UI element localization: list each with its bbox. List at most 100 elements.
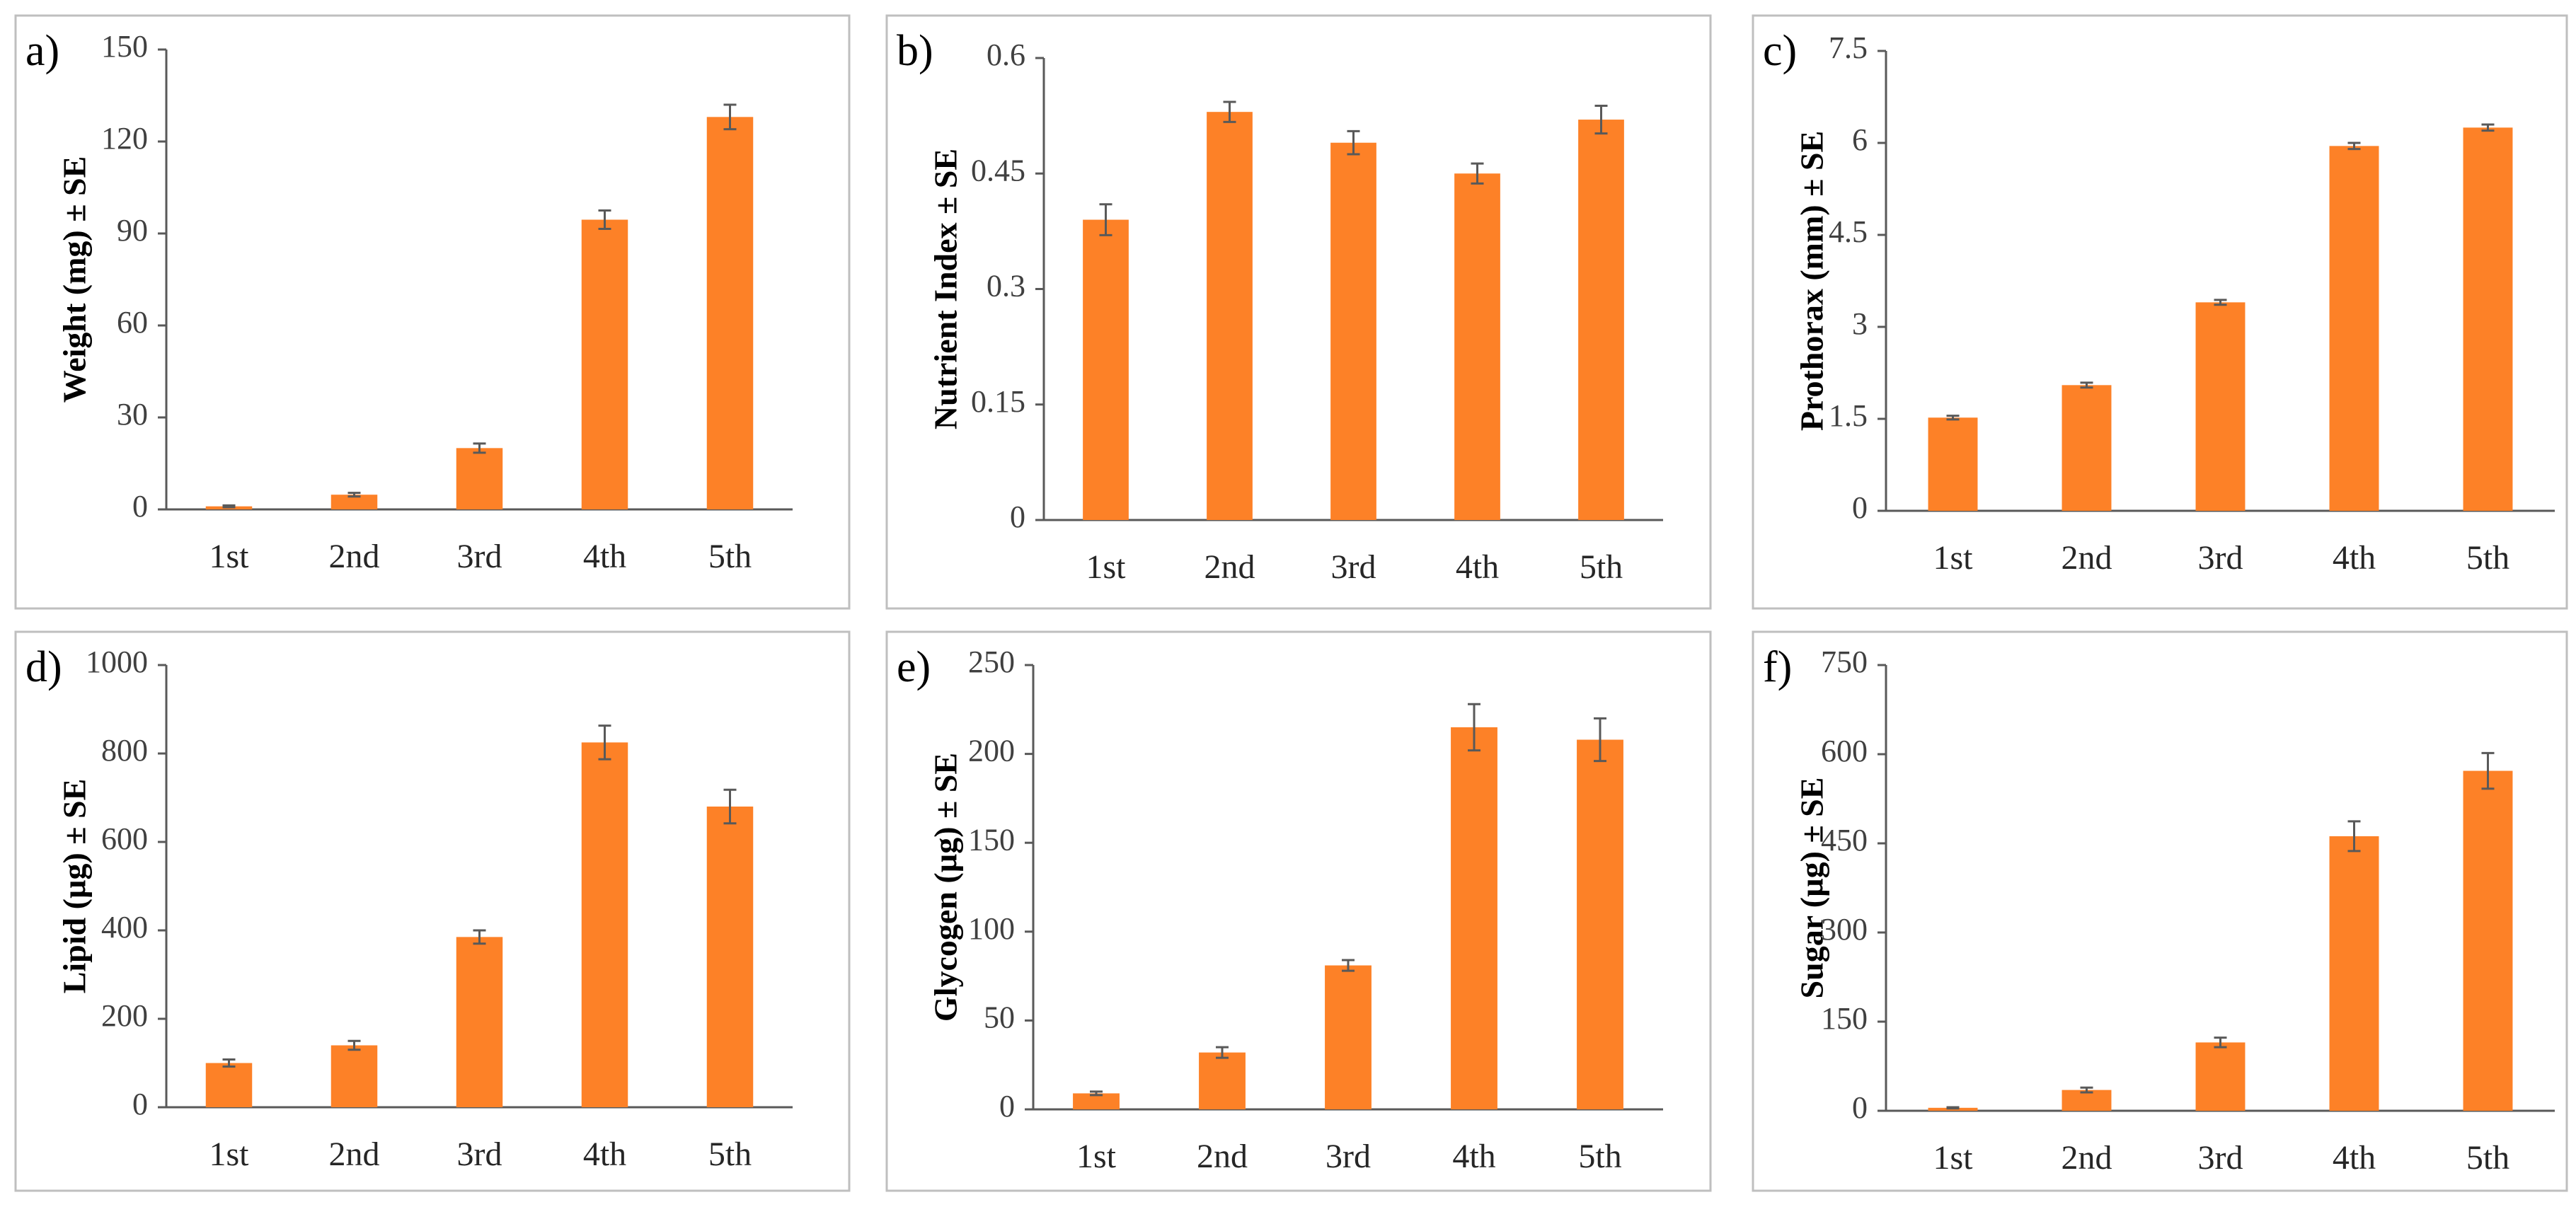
bar-4th [2329,836,2379,1111]
y-tick-label: 1.5 [1829,398,1868,433]
error-bar-1st [1099,203,1112,236]
x-tick-label: 1st [1933,539,1973,577]
error-bar-5th [2481,123,2495,132]
x-tick-label: 3rd [1326,1138,1371,1175]
y-tick-label: 800 [101,733,148,768]
bar-3rd [2195,1042,2246,1111]
panel-label: e) [897,643,931,691]
bar-5th [2463,127,2513,512]
x-tick-label: 5th [708,538,752,575]
y-tick-label: 600 [101,821,148,856]
x-tick-label: 4th [2333,539,2376,577]
y-axis-title: Weight (mg) ± SE [57,156,93,403]
panel-label: c) [1763,27,1797,75]
x-tick-label: 1st [209,538,249,575]
panel-1: a) Weight (mg) ± SE 0 30 60 90 120 150 1st 2nd 3rd… [14,14,851,610]
y-tick-label: 300 [1821,912,1868,947]
error-bar-4th [598,724,611,761]
x-tick-label: 4th [1456,548,1499,586]
error-bar-2nd [347,1039,361,1051]
x-tick-label: 3rd [2198,1139,2243,1177]
x-tick-label: 2nd [1197,1138,1248,1175]
error-bar-4th [2347,820,2361,853]
error-bar-3rd [2214,1036,2227,1049]
error-bar-2nd [1223,100,1236,123]
panel-frame [1752,14,2568,610]
error-bar-5th [1594,104,1608,135]
error-bar-1st [1090,1090,1103,1097]
x-tick-label: 2nd [1204,548,1255,586]
bar-4th [2329,146,2379,512]
error-bar-3rd [1342,959,1355,972]
y-axis-title: Nutrient Index ± SE [928,149,964,429]
error-bar-4th [598,209,611,230]
x-tick-label: 5th [2466,1139,2509,1177]
x-tick-label: 4th [1452,1138,1495,1175]
error-bar-5th [1594,717,1606,763]
y-tick-label: 90 [117,213,148,248]
error-bar-2nd [347,492,361,498]
bar-5th [2463,770,2513,1111]
y-tick-label: 4.5 [1829,214,1868,249]
y-tick-label: 100 [968,911,1015,946]
error-bar-1st [222,1058,236,1068]
bar-4th [581,219,628,509]
bar-3rd [1325,965,1372,1109]
bar-1st [1083,219,1129,520]
y-tick-label: 750 [1821,645,1868,679]
bar-4th [581,742,628,1107]
y-axis-title: Prothorax (mm) ± SE [1794,131,1830,431]
bar-2nd [330,1045,378,1107]
x-tick-label: 2nd [2062,539,2112,577]
error-bar-4th [1468,703,1480,752]
x-tick-label: 5th [1580,548,1623,586]
y-tick-label: 0 [1852,490,1868,525]
x-tick-label: 2nd [329,1136,380,1173]
error-bar-1st [222,504,236,509]
panel-4: d) Lipid (µg) ± SE 0 200 400 600 800 1000 1st 2nd… [14,630,851,1192]
x-tick-label: 3rd [2198,539,2243,577]
y-tick-label: 3 [1852,306,1868,341]
bar-1st [1073,1093,1120,1109]
error-bar-5th [2481,751,2495,790]
bar-5th [706,807,754,1107]
bar-3rd [1330,142,1376,520]
bar-5th [706,117,754,510]
x-tick-label: 5th [1578,1138,1621,1175]
y-tick-label: 450 [1821,823,1868,857]
bar-1st [205,1063,253,1107]
bar-5th [1578,120,1624,521]
bar-4th [1454,173,1500,520]
error-bar-5th [723,103,737,131]
error-bar-3rd [473,442,486,454]
bar-3rd [2195,302,2246,511]
bar-5th [1577,739,1623,1109]
bar-3rd [456,448,503,509]
y-tick-label: 150 [101,29,148,64]
bar-3rd [456,937,503,1107]
x-tick-label: 5th [708,1136,752,1173]
y-tick-label: 200 [101,998,148,1033]
error-bar-3rd [473,929,486,945]
x-tick-label: 4th [2333,1139,2376,1177]
y-tick-label: 0 [132,489,148,524]
panel-label: f) [1763,643,1792,691]
y-tick-label: 0.15 [971,384,1025,419]
y-tick-label: 1000 [86,645,148,679]
panel-6: f) Sugar (µg) ± SE 0 150 300 450 600 750 1st 2nd 3… [1752,630,2568,1192]
y-tick-label: 0 [1010,499,1025,534]
error-bar-2nd [2080,381,2093,389]
bar-2nd [1199,1052,1246,1109]
y-tick-label: 150 [968,822,1015,857]
x-tick-label: 2nd [2062,1139,2112,1177]
y-axis-title: Glycogen (µg) ± SE [928,753,964,1022]
y-tick-label: 120 [101,121,148,156]
y-tick-label: 0 [132,1087,148,1121]
panel-3: c) Prothorax (mm) ± SE 0 1.5 3 4.5 6 7.5 1st 2nd 3… [1752,14,2568,610]
panel-label: a) [25,27,59,75]
panel-frame [885,630,1712,1192]
panel-label: d) [25,643,62,691]
bar-4th [1451,727,1497,1109]
panel-frame [1752,630,2568,1192]
